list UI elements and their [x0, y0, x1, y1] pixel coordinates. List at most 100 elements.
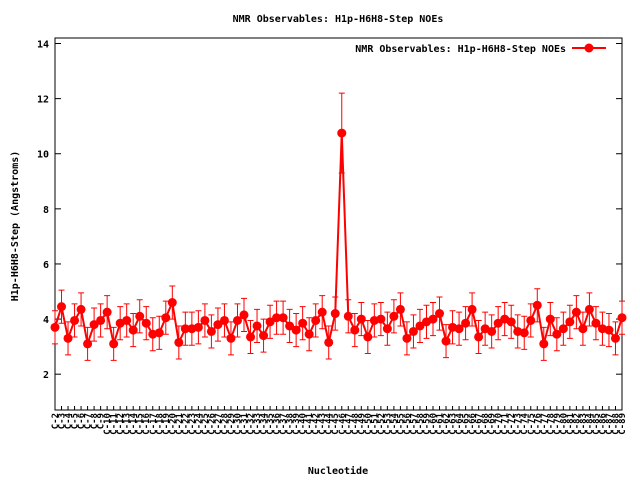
x-tick-label: C-80 [559, 413, 569, 435]
x-tick-label: C-44 [325, 412, 335, 434]
data-point [578, 324, 588, 334]
x-tick-label: C-36 [273, 413, 283, 435]
data-point [552, 329, 562, 339]
x-tick-label: C-79 [553, 413, 563, 435]
data-point [232, 315, 242, 325]
x-tick-label: C-47 [344, 413, 354, 435]
x-tick-label: C-35 [266, 413, 276, 435]
x-tick-label: C-84 [585, 412, 595, 434]
x-tick-label: C-5 [71, 413, 81, 429]
data-point [57, 302, 67, 312]
data-point [415, 321, 425, 331]
data-point [76, 304, 86, 314]
data-point [506, 317, 516, 327]
x-tick-label: C-78 [546, 413, 556, 435]
data-point [135, 311, 145, 321]
x-tick-label: C-72 [507, 413, 517, 435]
data-point [545, 314, 555, 324]
data-point [363, 332, 373, 342]
x-tick-label: C-25 [201, 413, 211, 435]
x-tick-label: C-18 [155, 413, 165, 435]
x-tick-label: C-2 [51, 413, 61, 429]
x-tick-label: C-67 [475, 413, 485, 435]
x-tick-label: C-46 [338, 413, 348, 435]
data-point [435, 309, 445, 319]
x-tick-label: C-22 [181, 413, 191, 435]
x-tick-label: C-62 [442, 413, 452, 435]
x-tick-label: C-17 [149, 413, 159, 435]
data-point [519, 328, 529, 338]
x-tick-label: C-52 [377, 413, 387, 435]
data-point [441, 336, 451, 346]
x-tick-label: C-55 [396, 413, 406, 435]
x-tick-label: C-77 [540, 413, 550, 435]
x-tick-label: C-43 [318, 413, 328, 435]
data-point [174, 337, 184, 347]
data-point [252, 321, 262, 331]
data-point [304, 329, 314, 339]
data-point [259, 331, 269, 341]
x-tick-label: C-10 [103, 413, 113, 435]
data-point [206, 326, 216, 336]
data-point [70, 315, 80, 325]
x-tick-label: C-42 [312, 413, 322, 435]
x-tick-label: C-37 [279, 413, 289, 435]
y-tick-label: 14 [37, 40, 49, 51]
x-tick-label: C-39 [292, 413, 302, 435]
data-point [278, 313, 288, 323]
x-tick-label: C-73 [514, 413, 524, 435]
x-tick-label: C-81 [566, 413, 576, 435]
x-tick-label: C-85 [592, 413, 602, 435]
data-point [461, 318, 471, 328]
y-tick-label: 12 [37, 95, 49, 106]
data-point [298, 318, 308, 328]
data-point [604, 325, 614, 335]
x-axis-label: Nucleotide [308, 465, 368, 477]
x-tick-label: C-7 [84, 413, 94, 429]
data-point [317, 307, 327, 317]
data-point [526, 315, 536, 325]
x-tick-label: C-16 [142, 413, 152, 435]
data-point [193, 322, 203, 332]
data-point [291, 325, 301, 335]
x-tick-label: C-4 [64, 412, 74, 429]
data-point [493, 318, 503, 328]
x-tick-label: C-34 [260, 412, 270, 434]
data-point [343, 311, 353, 321]
data-point [532, 300, 542, 310]
y-tick-label: 10 [37, 150, 49, 161]
x-tick-label: C-66 [468, 413, 478, 435]
data-point [389, 311, 399, 321]
x-tick-label: C-75 [527, 413, 537, 435]
x-tick-label: C-26 [207, 413, 217, 435]
x-tick-label: C-54 [390, 412, 400, 434]
x-tick-label: C-59 [422, 413, 432, 435]
legend-label: NMR Observables: H1p-H6H8-Step NOEs [355, 44, 566, 55]
x-tick-label: C-70 [494, 413, 504, 435]
x-tick-label: C-61 [436, 413, 446, 435]
x-tick-label: C-40 [299, 413, 309, 435]
data-point [356, 314, 366, 324]
data-point [102, 307, 112, 317]
data-point [265, 317, 275, 327]
x-tick-label: C-41 [305, 413, 315, 435]
x-tick-label: C-48 [351, 413, 361, 435]
x-tick-label: C-23 [188, 413, 198, 435]
x-tick-label: C-3 [58, 413, 68, 429]
x-tick-label: C-30 [233, 413, 243, 435]
data-point [402, 333, 412, 343]
y-tick-label: 8 [43, 205, 49, 216]
y-tick-label: 2 [43, 370, 49, 381]
data-point [219, 315, 229, 325]
data-point [467, 304, 477, 314]
data-point [376, 314, 386, 324]
x-tick-label: C-28 [220, 413, 230, 435]
x-tick-label: C-65 [462, 413, 472, 435]
data-point [109, 339, 119, 349]
x-tick-label: C-19 [162, 413, 172, 435]
data-point [63, 333, 73, 343]
x-tick-label: C-20 [168, 413, 178, 435]
data-point [180, 324, 190, 334]
